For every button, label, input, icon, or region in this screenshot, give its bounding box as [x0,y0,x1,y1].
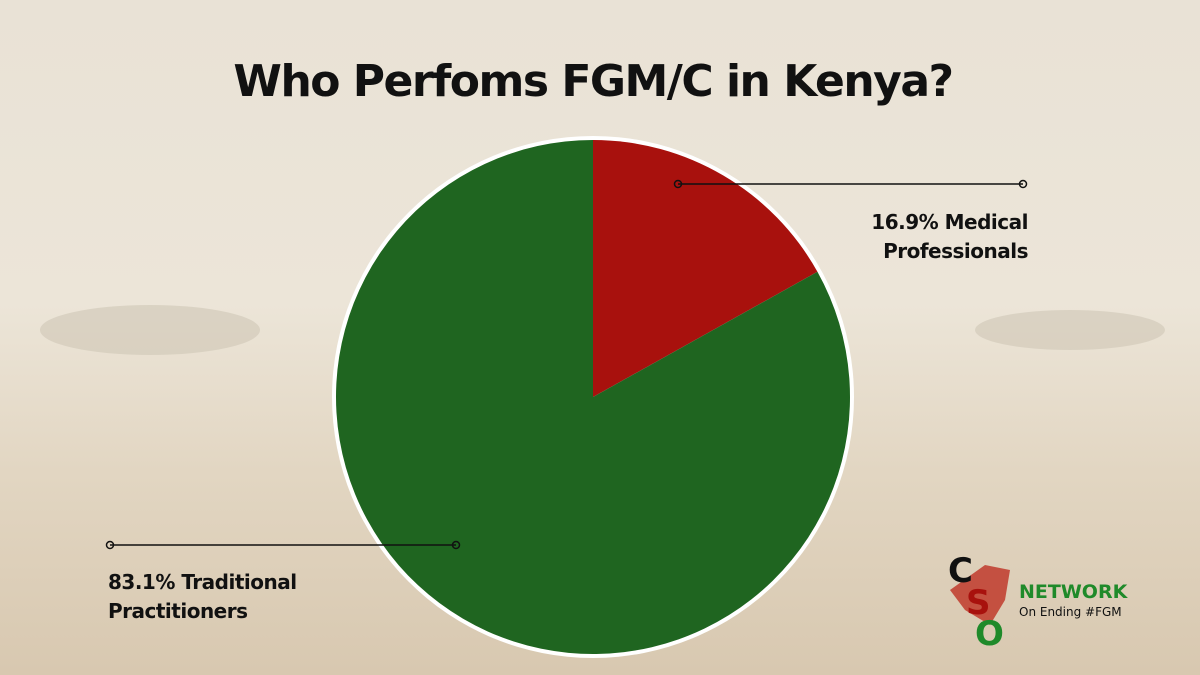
value-label: 83.1% [108,570,175,594]
chart-title: Who Perfoms FGM/C in Kenya? [233,56,952,107]
category-label: Traditional Practitioners [108,570,297,623]
slice-label: 16.9% Medical Professionals [828,208,1028,266]
logo: C S O NETWORK On Ending #FGM [948,551,1129,654]
slice-label: 83.1% Traditional Practitioners [108,568,318,626]
background-tree [975,310,1165,350]
pie-slice [593,140,818,397]
leader-dot [451,540,461,550]
background-tree [40,305,260,355]
leader-dot [673,179,683,189]
pie-slice [336,140,850,654]
value-label: 16.9% [871,210,939,234]
logo-name: NETWORK [1019,581,1129,603]
leader-dot [105,540,115,550]
logo-tagline: On Ending #FGM [1019,605,1122,619]
leader-lines [105,179,1028,550]
pie [332,136,854,658]
leader-dot [1018,179,1028,189]
logo-letter: O [975,614,1004,654]
logo-letter: C [948,551,973,591]
logo-letter: S [966,583,991,623]
category-label: Medical Professionals [883,210,1028,263]
logo-shape [950,565,1010,625]
